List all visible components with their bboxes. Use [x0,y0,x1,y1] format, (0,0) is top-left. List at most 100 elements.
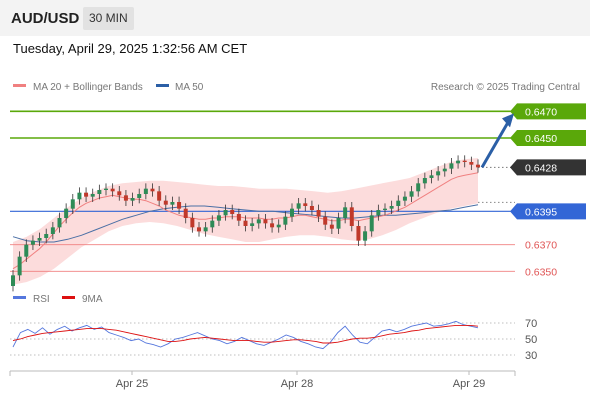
candle-body [24,244,29,257]
candle-body [11,275,15,286]
candle-body [256,219,261,224]
candle-body [349,207,354,226]
candle-body [130,198,135,201]
rsi-legend-swatch [13,296,26,299]
level-tag-3 [510,203,586,220]
candle-body [456,160,461,164]
candle-body [376,210,381,216]
level-label-4: 0.6370 [525,240,557,252]
candle-body [462,160,467,162]
candle-body [30,240,35,245]
projection-arrow-head [502,113,514,128]
level-tag-2 [510,159,586,176]
level-tag-1 [510,130,586,146]
candle-body [203,227,208,232]
candle-body [296,203,301,209]
time-tick-label: Apr 28 [281,378,313,390]
candle-body [356,226,361,241]
candle-body [190,218,195,228]
candle-body [64,208,69,218]
candle-body [250,223,255,226]
level-label-0: 0.6470 [525,106,557,118]
projection-arrow-shaft [480,121,510,169]
rsi-line [12,320,479,350]
credit-text: Research © 2025 Trading Central [431,82,580,93]
candle-body [90,194,95,197]
candle-body [449,163,454,169]
ma20-legend-label: MA 20 + Bollinger Bands [33,82,143,93]
candle-body [97,190,102,194]
rsi-panel: 70 50 30 [10,318,537,362]
rsi-level-label: 50 [525,334,537,346]
candle-body [44,234,49,238]
candle-body [469,162,474,165]
candle-body [436,171,441,176]
candle-body [270,223,275,228]
candle-body [37,238,42,241]
candle-body [309,206,314,210]
candle-body [369,215,374,232]
candle-body [236,214,241,221]
candle-body [77,192,82,200]
rsi-level-label: 70 [525,318,537,330]
legend: MA 20 + Bollinger Bands MA 50 Research ©… [13,82,580,305]
level-label-3: 0.6395 [525,206,557,218]
time-tick-label: Apr 25 [116,378,148,390]
candle-body [104,188,108,190]
candle-body [216,215,221,221]
level-label-5: 0.6350 [525,266,557,278]
candle-body [170,202,175,205]
candle-body [276,224,281,228]
candle-body [290,208,294,217]
level-label-1: 0.6450 [525,133,557,145]
candle-body [336,218,341,229]
candle-body [210,220,215,228]
candle-body [329,224,334,229]
price-panel: 0.6470 0.6450 0.6428 0.6395 0.6370 0.6350 [10,103,586,292]
rsi-ma-legend-swatch [62,296,75,299]
candle-body [409,191,414,197]
time-axis: Apr 25 Apr 28 Apr 29 [9,370,516,390]
candle-body [243,220,248,226]
candle-body [150,188,155,192]
candle-body [123,195,128,201]
candle-body [402,196,407,201]
candle-body [363,231,368,241]
candle-body [110,188,115,192]
candle-body [17,256,22,276]
rsi-level-label: 30 [525,350,537,362]
symbol-title: AUD/USD [11,10,80,27]
candle-body [429,175,434,178]
candle-body [117,191,122,196]
candle-body [283,216,288,225]
level-tag-0 [510,103,586,120]
candle-body [396,200,401,206]
candle-body [197,227,201,232]
ma20-legend-swatch [13,84,26,87]
candle-body [137,194,142,198]
candle-body [416,183,421,192]
candle-body [263,219,268,224]
candle-body [157,191,162,201]
rsi-ma-legend-label: 9MA [82,294,103,305]
candle-body [230,210,235,214]
header-bar: AUD/USD 30 MIN [0,0,590,36]
candle-body [303,203,308,206]
candle-body [223,210,228,216]
rsi-legend-label: RSI [33,294,50,305]
ma50-line [12,204,479,243]
candle-body [143,188,148,194]
candle-body [70,199,75,209]
candle-body [323,216,328,225]
timeframe-badge[interactable]: 30 MIN [83,7,134,30]
candle-body [183,208,188,218]
rsi-ma-line [12,324,479,344]
candle-body [177,202,182,209]
candle-body [389,206,394,209]
candle-body [442,168,447,172]
candle-body [57,218,62,228]
candle-body [50,227,55,234]
time-tick-label: Apr 29 [453,378,485,390]
ma50-legend-label: MA 50 [175,82,204,93]
